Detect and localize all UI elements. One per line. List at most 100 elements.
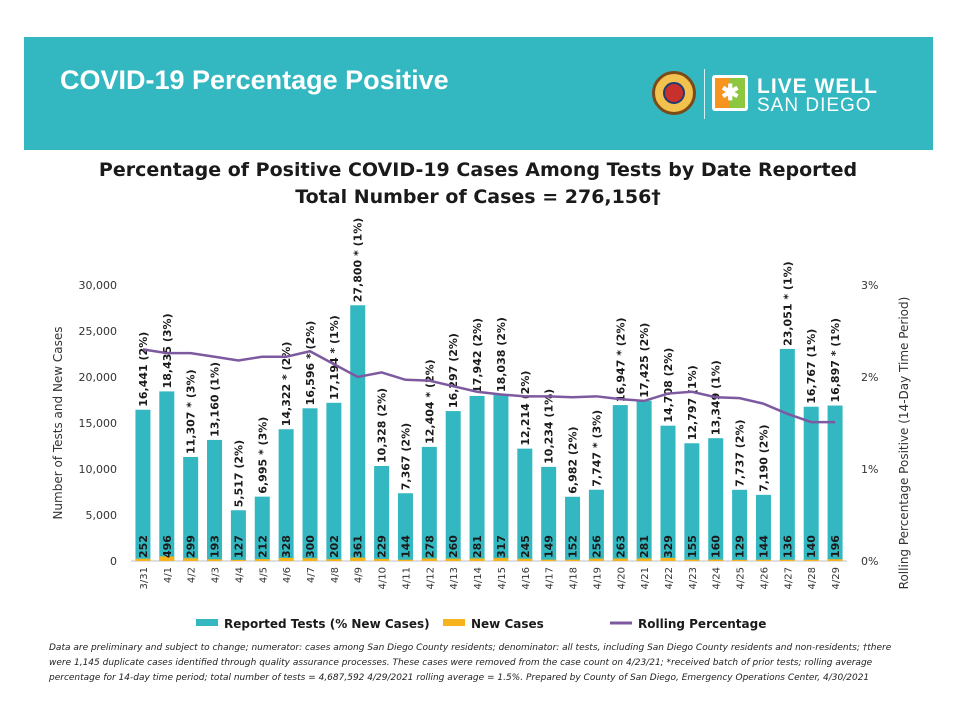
new-cases-label: 129 [734, 535, 747, 558]
new-cases-bar [254, 559, 270, 561]
new-cases-label: 149 [543, 535, 556, 558]
new-cases-label: 140 [805, 535, 818, 558]
tests-bar [588, 489, 604, 561]
footnote: Data are preliminary and subject to chan… [49, 643, 892, 683]
header-banner: COVID-19 Percentage Positive ✱ LIVE WELL… [24, 37, 933, 150]
live-well-figure-icon: ✱ [721, 80, 740, 105]
x-tick-label: 4/19 [592, 567, 603, 589]
new-cases-label: 212 [256, 535, 269, 558]
rolling-percentage-line [142, 348, 836, 424]
new-cases-label: 256 [590, 535, 603, 558]
tests-bar-label: 16,441 (2%) [137, 332, 150, 407]
tests-bar [708, 438, 724, 561]
x-tick-label: 3/31 [139, 567, 150, 589]
x-tick-label: 4/22 [664, 567, 675, 589]
page-title: COVID-19 Percentage Positive [60, 65, 449, 95]
tests-bar [207, 439, 223, 561]
legend-tests-label: Reported Tests (% New Cases) [224, 617, 430, 631]
x-tick-label: 4/13 [449, 567, 460, 589]
x-tick-label: 4/2 [187, 567, 198, 583]
x-tick-label: 4/5 [258, 567, 269, 583]
x-tick-label: 4/14 [473, 567, 484, 589]
tests-bar-label: 17,942 (2%) [471, 318, 484, 393]
tests-bar-label: 16,767 (1%) [805, 329, 818, 404]
new-cases-bar [135, 558, 151, 561]
new-cases-label: 299 [185, 535, 198, 558]
new-cases-bar [159, 556, 175, 561]
new-cases-label: 202 [328, 535, 341, 558]
tests-bar-label: 16,947 * (2%) [614, 317, 627, 402]
new-cases-bar [517, 558, 533, 561]
tests-bar-label: 6,995 * (3%) [256, 417, 269, 494]
new-cases-bar [350, 557, 366, 561]
y-tick-label: 20,000 [79, 371, 118, 384]
new-cases-bar [660, 557, 676, 561]
new-cases-label: 127 [232, 535, 245, 558]
tests-bar [612, 405, 628, 561]
new-cases-bar [183, 558, 199, 561]
new-cases-label: 281 [471, 535, 484, 558]
x-tick-label: 4/4 [234, 567, 245, 583]
tests-bar-label: 11,307 * (3%) [185, 369, 198, 454]
tests-bar-label: 7,367 (2%) [399, 423, 412, 490]
new-cases-label: 155 [686, 535, 699, 558]
tests-bar [827, 405, 843, 561]
live-well-logo-line2: SAN DIEGO [757, 95, 872, 116]
new-cases-bar [565, 559, 581, 561]
x-tick-label: 4/12 [425, 567, 436, 589]
y2-tick-label: 3% [861, 279, 878, 292]
tests-bar [684, 443, 700, 561]
new-cases-bar [684, 559, 700, 561]
new-cases-bar [779, 559, 795, 561]
tests-bar-label: 27,800 * (1%) [352, 218, 365, 303]
new-cases-label: 300 [304, 535, 317, 558]
tests-bar [397, 493, 413, 561]
y-tick-label: 15,000 [79, 417, 118, 430]
new-cases-label: 260 [447, 535, 460, 558]
tests-bar-label: 14,708 (2%) [662, 348, 675, 423]
new-cases-bar [397, 559, 413, 561]
new-cases-label: 317 [495, 535, 508, 558]
seal-emblem [663, 82, 685, 104]
new-cases-bar [445, 558, 461, 561]
y-tick-label: 25,000 [79, 325, 118, 338]
x-tick-label: 4/21 [640, 567, 651, 589]
x-tick-label: 4/17 [545, 567, 556, 589]
live-well-icon: ✱ [712, 75, 748, 111]
tests-bar-label: 12,404 * (2%) [423, 359, 436, 444]
logo-divider [704, 69, 705, 119]
live-well-icon-green [730, 78, 745, 108]
y-tick-label: 0 [110, 555, 117, 568]
legend-tests-swatch [196, 619, 218, 626]
new-cases-label: 152 [567, 535, 580, 558]
new-cases-label: 281 [638, 535, 651, 558]
y2-tick-label: 2% [861, 371, 878, 384]
chart-title: Percentage of Positive COVID-19 Cases Am… [98, 159, 858, 181]
new-cases-bar [302, 558, 318, 561]
x-tick-label: 4/25 [736, 567, 747, 589]
x-tick-label: 4/28 [807, 567, 818, 589]
new-cases-label: 496 [161, 535, 174, 558]
new-cases-bar [326, 559, 342, 561]
x-tick-label: 4/29 [831, 567, 842, 589]
new-cases-bar [374, 558, 390, 561]
tests-bar-label: 13,160 (1%) [209, 362, 222, 437]
new-cases-label: 144 [399, 535, 412, 558]
tests-bar-label: 7,747 * (3%) [590, 410, 603, 487]
x-tick-label: 4/15 [497, 567, 508, 589]
tests-bar [803, 406, 819, 561]
tests-bar-label: 16,596 * (2%) [304, 321, 317, 406]
legend-new-cases-swatch [443, 619, 465, 626]
tests-bar-label: 6,982 (2%) [567, 426, 580, 493]
tests-bar [732, 489, 748, 561]
tests-bar [660, 425, 676, 561]
new-cases-label: 229 [376, 535, 389, 558]
new-cases-label: 196 [829, 535, 842, 558]
tests-bar-label: 7,737 (2%) [734, 419, 747, 486]
new-cases-bar [803, 559, 819, 561]
tests-bar-label: 12,214 (2%) [519, 371, 532, 446]
tests-bar-label: 18,038 (2%) [495, 317, 508, 392]
new-cases-bar [732, 559, 748, 561]
tests-bar-label: 12,797 (1%) [686, 365, 699, 440]
tests-bar [183, 456, 199, 561]
